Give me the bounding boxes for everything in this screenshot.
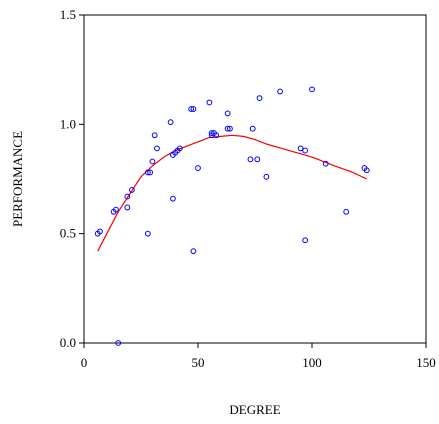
x-tick-label: 50 [192, 355, 205, 370]
x-axis-ticks: 0 50 100 150 [81, 343, 436, 370]
y-tick-label: 0.5 [60, 226, 76, 241]
scatter-point [263, 173, 270, 180]
y-tick-label: 1.0 [60, 116, 76, 131]
scatter-point [154, 145, 160, 152]
fit-line [97, 134, 367, 252]
scatter-point [151, 132, 158, 139]
scatter-point [224, 125, 231, 132]
data-marks [94, 86, 370, 346]
scatter-point [224, 110, 231, 117]
scatter-point [190, 248, 197, 255]
x-tick-label: 150 [416, 355, 436, 370]
scatter-point [176, 145, 183, 152]
scatter-point [309, 86, 315, 93]
scatter-point [247, 156, 254, 163]
scatter-point [144, 230, 151, 237]
y-axis-label: PERFORMANCE [10, 131, 25, 227]
scatter-point [97, 228, 103, 235]
scatter-point [113, 206, 119, 213]
scatter-point [249, 125, 256, 132]
y-tick-label: 1.5 [60, 7, 76, 22]
y-tick-label: 0.0 [60, 335, 76, 350]
plot-frame [83, 14, 427, 344]
scatter-point [190, 106, 197, 112]
scatter-point [195, 165, 201, 171]
x-axis-label: DEGREE [229, 402, 280, 417]
scatter-point [363, 167, 370, 174]
scatter-point [302, 237, 309, 244]
scatter-point [277, 88, 283, 95]
scatter-point [144, 169, 151, 176]
scatter-point [206, 99, 213, 106]
scatter-point [167, 119, 174, 126]
scatter-point [254, 156, 261, 163]
scatter-point [128, 187, 135, 193]
scatter-point [147, 169, 154, 176]
scatter-point [208, 130, 215, 136]
scatter-point [115, 340, 122, 346]
scatter-point [170, 195, 176, 202]
y-axis-ticks: 0.0 0.5 1.0 1.5 [60, 7, 84, 350]
scatter-point [322, 160, 329, 167]
scatter-point [124, 193, 131, 200]
scatter-point [227, 125, 233, 132]
x-tick-label: 0 [81, 355, 88, 370]
scatter-point [256, 95, 263, 101]
scatter-point [343, 208, 350, 215]
scatter-point [302, 147, 309, 154]
scatter-point [188, 106, 195, 112]
scatter-point [297, 145, 304, 152]
x-tick-label: 100 [302, 355, 322, 370]
scatter-point [124, 204, 131, 211]
scatter-point [149, 158, 156, 165]
scatter-point [213, 132, 220, 139]
